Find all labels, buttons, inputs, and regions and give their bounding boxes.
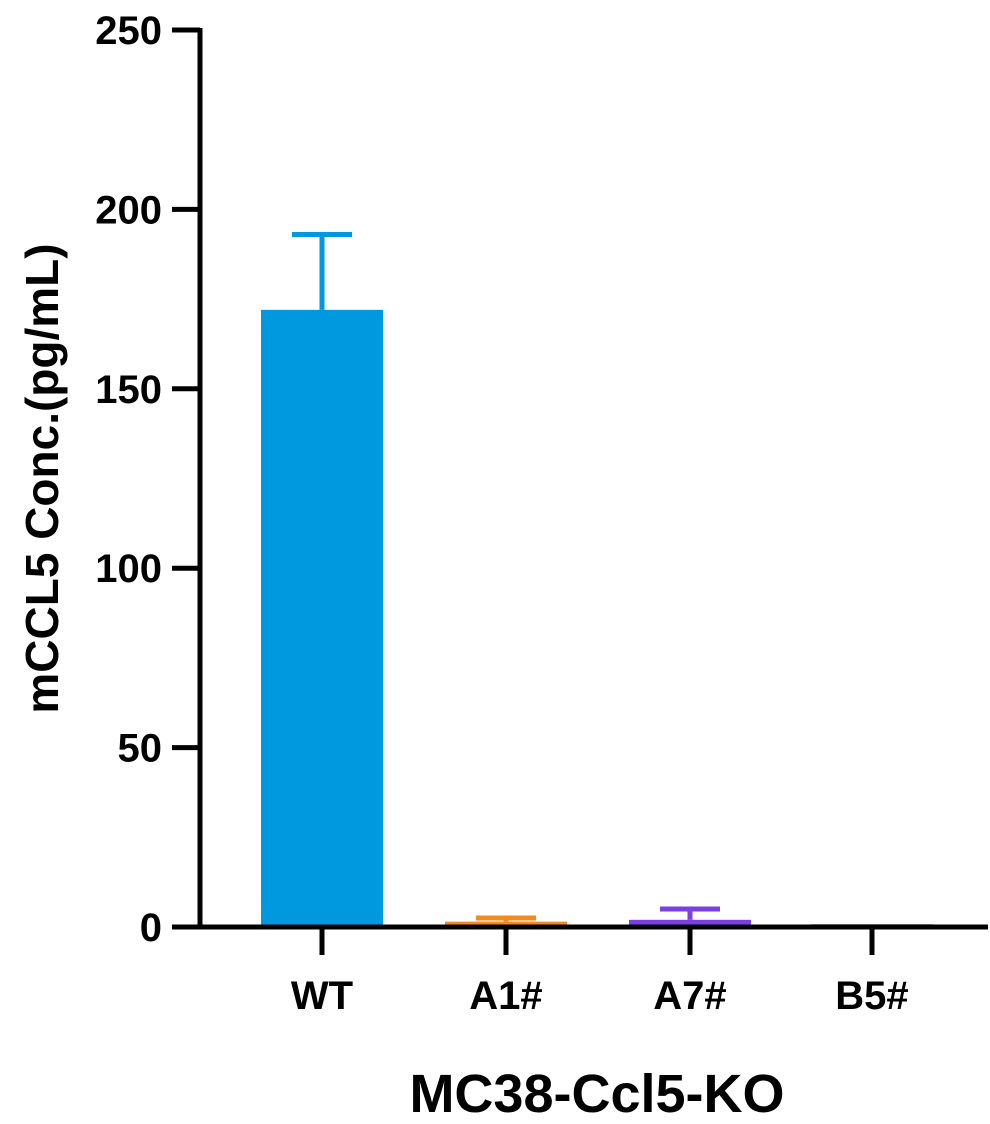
y-tick-label: 100 <box>95 547 162 591</box>
y-tick-label: 200 <box>95 188 162 232</box>
bar-wt <box>261 309 383 927</box>
x-tick-label: B5# <box>835 974 908 1018</box>
error-bars <box>292 232 720 922</box>
x-tick-label: A1# <box>469 974 542 1018</box>
x-tick-label: A7# <box>653 974 726 1018</box>
x-axis-title: MC38-Ccl5-KO <box>409 1064 784 1124</box>
bar-a1 <box>445 921 567 927</box>
y-tick-label: 0 <box>140 906 162 950</box>
y-axis-title: mCCL5 Conc.(pg/mL) <box>16 243 68 713</box>
y-tick-label: 250 <box>95 9 162 53</box>
bars <box>261 309 933 927</box>
x-axis-ticks: WT A1# A7# B5# <box>291 927 909 1018</box>
y-tick-label: 50 <box>118 727 163 771</box>
y-axis-ticks: 0 50 100 150 200 250 <box>95 9 200 950</box>
bar-a7 <box>629 919 751 927</box>
x-tick-label: WT <box>291 974 353 1018</box>
y-tick-label: 150 <box>95 368 162 412</box>
